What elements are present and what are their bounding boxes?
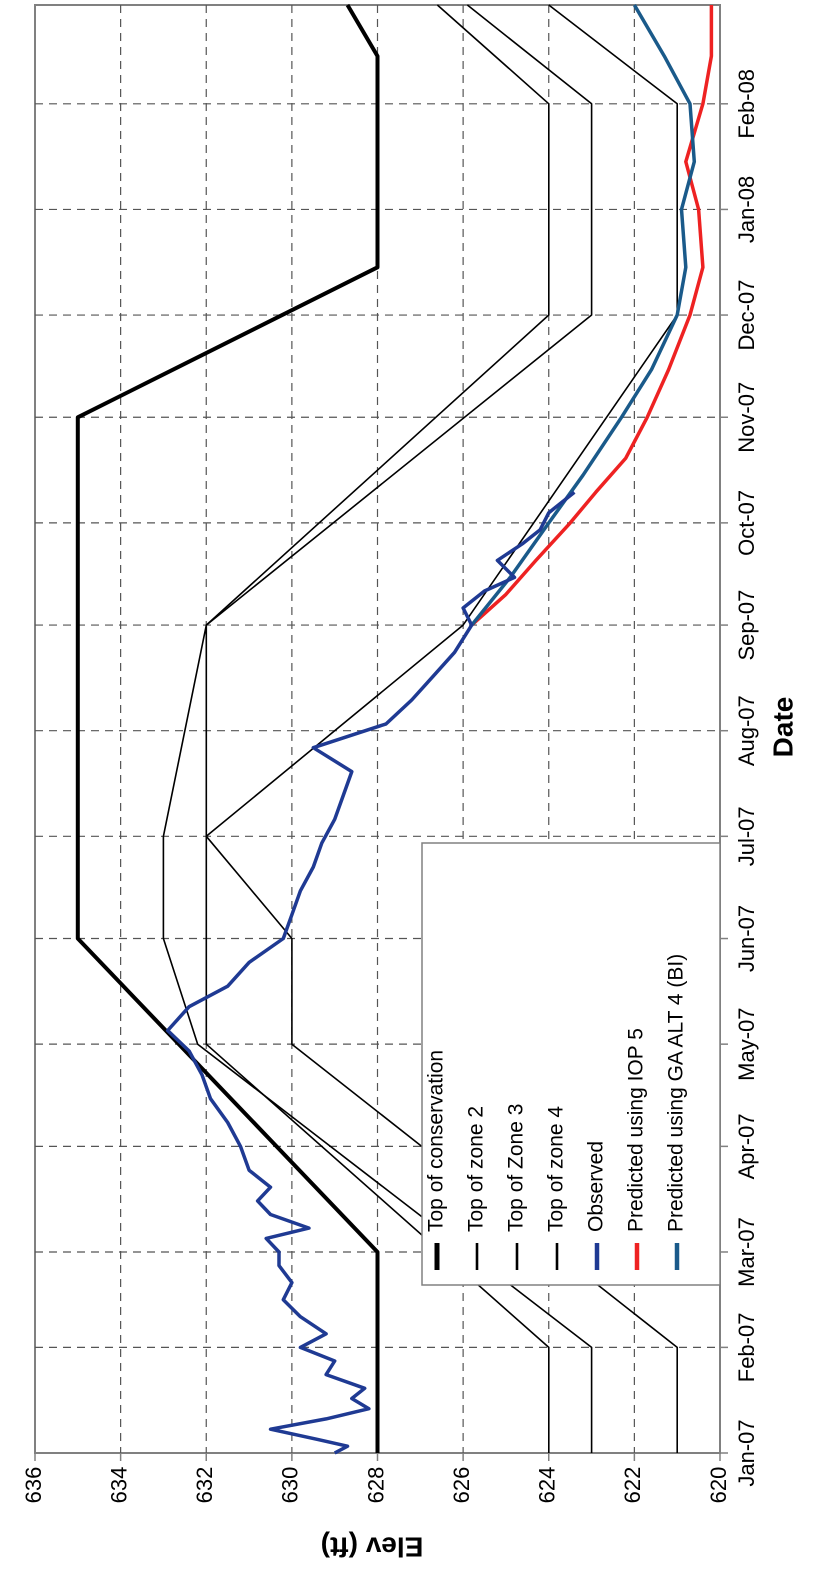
- legend-label: Top of zone 2: [465, 1106, 488, 1232]
- x-tick-label: Jan-08: [734, 176, 759, 243]
- x-tick-label: Jun-07: [734, 905, 759, 972]
- series-lines: [75, 3, 714, 1455]
- y-tick-label: 632: [192, 1467, 217, 1504]
- y-tick-label: 628: [363, 1467, 388, 1504]
- legend: Top of conservation Top of zone 2 Top of Z…: [421, 842, 721, 1286]
- y-tick-label: 634: [106, 1467, 131, 1504]
- legend-label: Top of Zone 3: [505, 1104, 528, 1232]
- series-line-4: [165, 490, 576, 1455]
- series-line-5: [470, 5, 714, 627]
- legend-label: Top of conservation: [425, 1050, 448, 1232]
- x-tick-label: May-07: [734, 1007, 759, 1080]
- x-tick-label: Oct-07: [734, 490, 759, 556]
- legend-label: Predicted using IOP 5: [625, 1028, 648, 1232]
- x-tick-label: Dec-07: [734, 280, 759, 351]
- legend-label: Top of zone 4: [545, 1106, 568, 1232]
- series-line-0: [75, 3, 380, 1453]
- legend-label: Predicted using GA ALT 4 (BI): [665, 954, 688, 1232]
- x-tick-label: Nov-07: [734, 382, 759, 453]
- y-tick-labels: 620 622 624 626 628 630 632 634 636: [21, 1467, 731, 1504]
- x-tick-label: Apr-07: [734, 1113, 759, 1179]
- x-tick-label: Feb-08: [734, 69, 759, 139]
- x-tick-label: Aug-07: [734, 695, 759, 766]
- y-tick-label: 630: [278, 1467, 303, 1504]
- series-line-6: [470, 4, 697, 627]
- y-axis-title: Elev (ft): [321, 1532, 424, 1563]
- y-tick-label: 624: [535, 1467, 560, 1504]
- x-tick-label: Jul-07: [734, 806, 759, 866]
- y-tick-label: 636: [21, 1467, 46, 1504]
- y-tick-label: 620: [706, 1467, 731, 1504]
- legend-box: [421, 842, 721, 1286]
- x-tick-label: Sep-07: [734, 590, 759, 661]
- y-tick-label: 622: [620, 1467, 645, 1504]
- legend-label: Observed: [585, 1141, 608, 1232]
- x-tick-label: Jan-07: [734, 1419, 759, 1486]
- x-tick-labels: Jan-07 Feb-07 Mar-07 Apr-07 May-07 Jun-07 Jul-…: [734, 69, 759, 1487]
- x-tick-label: Feb-07: [734, 1313, 759, 1383]
- y-tick-label: 626: [449, 1467, 474, 1504]
- x-axis-title: Date: [767, 697, 798, 758]
- x-tick-label: Mar-07: [734, 1217, 759, 1287]
